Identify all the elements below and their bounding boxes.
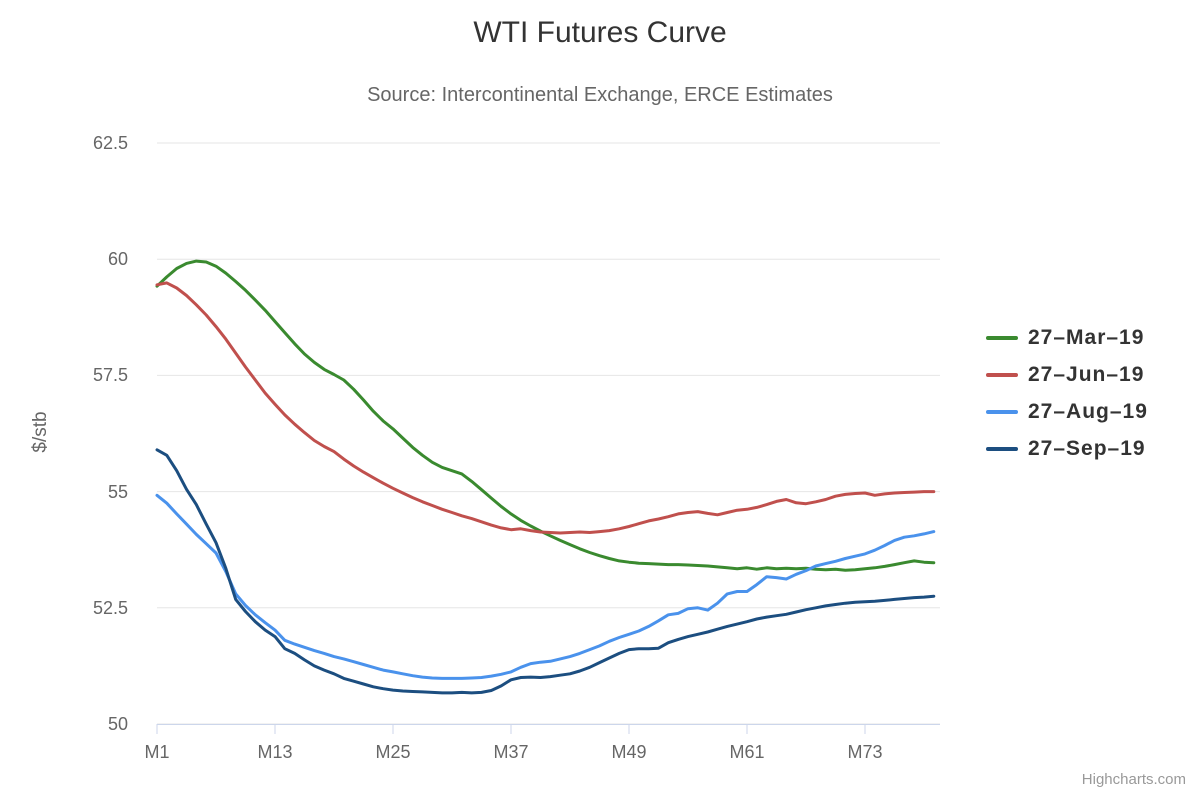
legend-label-27-aug-19: 27–Aug–19 (1028, 400, 1148, 423)
x-axis-label-M49: M49 (611, 742, 647, 762)
series-line-27-aug-19[interactable] (155, 493, 936, 680)
x-axis-label-M25: M25 (375, 742, 411, 762)
x-axis-label-M61: M61 (729, 742, 765, 762)
y-axis-label-50: 50 (107, 714, 128, 734)
y-axis-label-57.5: 57.5 (92, 365, 128, 386)
legend-item-27-sep-19[interactable]: 27–Sep–19 (986, 437, 1148, 461)
x-axis-label-M73: M73 (847, 742, 883, 762)
legend-item-27-jun-19[interactable]: 27–Jun–19 (986, 363, 1148, 387)
y-axis-label-60: 60 (107, 249, 128, 270)
x-axis-label-M13: M13 (257, 742, 293, 762)
legend-swatch-27-sep-19 (986, 447, 1018, 451)
highcharts-credits-link[interactable]: Highcharts.com (1081, 771, 1186, 788)
y-axis-title: $/stb (30, 411, 51, 453)
legend-item-27-mar-19[interactable]: 27–Mar–19 (986, 326, 1148, 350)
y-axis-label-55: 55 (107, 481, 128, 502)
y-axis-label-52.5: 52.5 (92, 597, 128, 618)
legend-item-27-aug-19[interactable]: 27–Aug–19 (986, 400, 1148, 424)
legend-label-27-sep-19: 27–Sep–19 (1028, 437, 1146, 460)
y-axis-label-62.5: 62.5 (92, 133, 128, 153)
legend-swatch-27-mar-19 (986, 336, 1018, 340)
legend-label-27-jun-19: 27–Jun–19 (1028, 363, 1145, 386)
chart-title: WTI Futures Curve (473, 16, 727, 49)
legend-label-27-mar-19: 27–Mar–19 (1028, 326, 1145, 349)
chart-subtitle: Source: Intercontinental Exchange, ERCE … (367, 84, 833, 106)
legend: 27–Mar–19 27–Jun–19 27–Aug–19 27–Sep–19 (986, 326, 1148, 474)
x-axis-label-M37: M37 (493, 742, 529, 762)
series-line-27-jun-19[interactable] (155, 281, 936, 535)
series-line-27-sep-19[interactable] (155, 448, 936, 695)
x-axis-label-M1: M1 (144, 742, 170, 762)
series-line-27-mar-19[interactable] (155, 259, 936, 572)
legend-swatch-27-aug-19 (986, 410, 1018, 414)
legend-swatch-27-jun-19 (986, 373, 1018, 377)
